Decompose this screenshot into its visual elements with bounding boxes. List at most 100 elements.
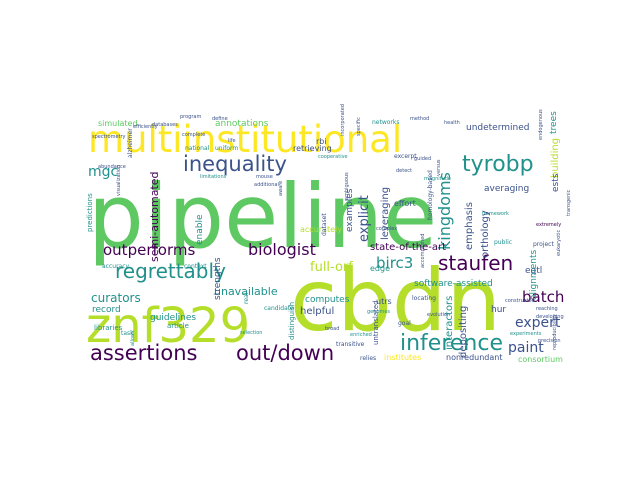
word-explicit: explicit — [357, 195, 372, 242]
word-institutes: institutes — [384, 353, 421, 362]
word-staufen: staufen — [438, 251, 513, 275]
word-specific: specific — [356, 117, 362, 136]
word-outperforms: outperforms — [103, 241, 195, 259]
word-averaging: averaging — [484, 184, 529, 194]
word-reproducibility: reproducibility — [552, 314, 558, 350]
word-cbdn: cbdn — [290, 251, 501, 351]
word-networks: networks — [372, 119, 400, 126]
word-accuracy: accuracy — [102, 263, 130, 270]
word-additional: additional — [254, 182, 279, 188]
word-pipeline: pipeline — [88, 165, 437, 268]
word-consortium: consortium — [518, 355, 563, 364]
word-developing: developing — [536, 314, 564, 320]
word-full-orf: full-orf — [310, 260, 353, 275]
word-real: real — [243, 292, 250, 304]
word-broad: broad — [325, 326, 339, 332]
word-visualization: visualization — [116, 165, 122, 196]
word-curators: curators — [91, 291, 141, 305]
word-locating: locating — [412, 295, 436, 302]
word-public: public — [494, 239, 512, 246]
word-complete: complete — [182, 132, 205, 138]
word-spectrometry: spectrometry — [92, 134, 126, 140]
word-software-assisted: software-assisted — [414, 279, 493, 289]
word-out-down: out/down — [236, 341, 334, 365]
word-cooperative: cooperative — [318, 154, 348, 160]
word-unavailable: unavailable — [214, 285, 278, 298]
word-state-of-the-art: state-of-the-art — [370, 242, 446, 253]
word-project: project — [533, 241, 554, 248]
word-health: health — [444, 120, 460, 126]
word-helpful: helpful — [300, 306, 334, 317]
word-ests: ests — [551, 173, 561, 192]
word-genomes: genomes — [367, 309, 390, 315]
word-candidate: candidate — [264, 305, 294, 312]
word-regrettably: regrettably — [115, 259, 226, 283]
word-mouse: mouse — [256, 174, 273, 180]
word-eukaryotic: eukaryotic — [556, 229, 562, 256]
word-reaching: reaching — [536, 306, 558, 312]
word-depositing: depositing — [458, 306, 469, 358]
word-transgenic: transgenic — [566, 189, 572, 216]
word-versus: versus — [436, 159, 442, 176]
word-trees: trees — [549, 111, 559, 134]
word-predictions: predictions — [86, 193, 94, 232]
word-experiments: experiments — [510, 331, 542, 337]
word-building: building — [550, 138, 561, 178]
word-program: program — [180, 114, 201, 120]
word-precision: precision — [538, 338, 561, 344]
word-rbi: rbi — [316, 137, 327, 146]
word-untranslated: untranslated — [372, 300, 380, 345]
word-kingdoms: kingdoms — [435, 172, 454, 250]
word-effort: effort — [394, 199, 416, 208]
word-inference: inference — [400, 331, 503, 356]
word-accomplished: accomplished — [420, 234, 426, 268]
word-assertions: assertions — [90, 341, 197, 365]
word-alignments: alignments — [529, 250, 539, 300]
word-utrs: utrs — [376, 297, 392, 306]
word-birc3: birc3 — [376, 254, 413, 272]
word-databases: databases — [152, 122, 178, 128]
word-biologist: biologist — [248, 240, 316, 259]
word-accurately: accurately — [300, 225, 342, 234]
word-mgc: mgc — [88, 164, 118, 180]
word-simulated: simulated — [98, 119, 138, 128]
word-aware: aware — [278, 181, 284, 196]
word-enable: enable — [195, 214, 205, 245]
word-strengths: strengths — [213, 257, 223, 300]
word-tyrobp: tyrobp — [462, 152, 534, 177]
word-task: task — [121, 330, 134, 337]
word-alzheimer: alzheimer — [127, 128, 134, 158]
word-magnitude: magnitude — [424, 176, 451, 182]
word-nonredundant: nonredundant — [446, 353, 502, 362]
word-emphasis: emphasis — [464, 202, 475, 250]
word-record: record — [92, 305, 121, 315]
word-cloud-background — [80, 116, 560, 366]
word-leveraging: leveraging — [380, 187, 391, 240]
word-life: life — [228, 138, 236, 144]
word-extremely: extremely — [536, 222, 561, 228]
word-libraries: libraries — [94, 324, 123, 332]
word-computes: computes — [305, 295, 350, 305]
word-excerpt: excerpt — [394, 153, 417, 160]
word-edge: edge — [370, 264, 390, 273]
word-uniform: uniform — [215, 145, 238, 152]
word-context: context — [184, 263, 207, 270]
word-evolution: evolution — [427, 312, 450, 318]
word-multiinstitutional: multiinstitutional — [88, 118, 402, 161]
word-examples: examples — [345, 188, 355, 232]
word-inequality: inequality — [183, 152, 287, 176]
word-complex: complex — [376, 226, 397, 232]
word-hur: hur — [491, 305, 506, 315]
word-article: article — [167, 322, 189, 330]
word-interactors: interactors — [444, 296, 455, 350]
word-expert: expert — [515, 315, 561, 331]
word-semi-automated: semi-automated — [148, 171, 161, 262]
word-transitive: transitive — [336, 341, 365, 348]
word-undetermined: undetermined — [466, 123, 530, 133]
word-method: method — [410, 116, 429, 122]
word-dataset: dataset — [321, 213, 328, 236]
word-abundance: abundance — [98, 164, 126, 170]
word-detect: detect — [396, 168, 412, 174]
word-define: define — [212, 116, 228, 122]
